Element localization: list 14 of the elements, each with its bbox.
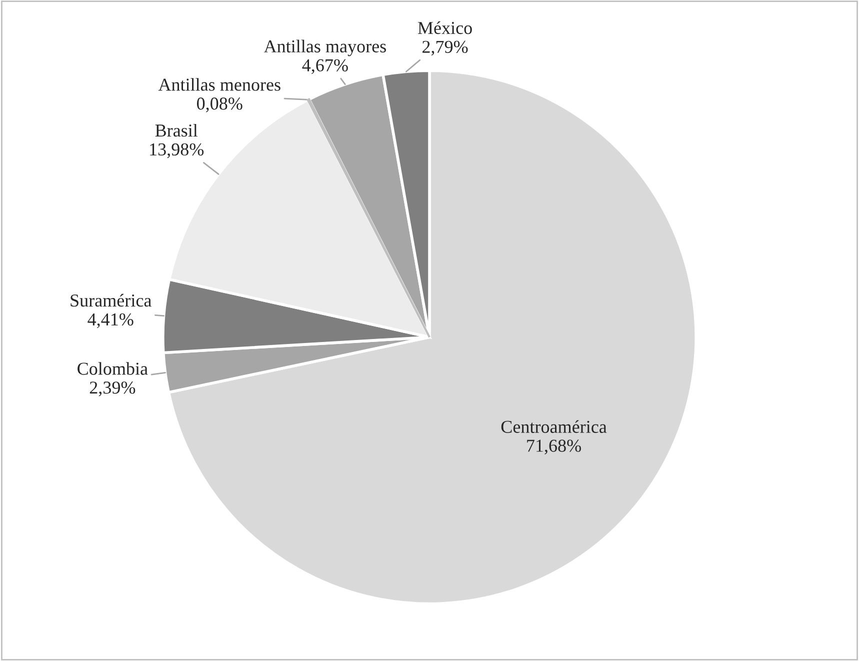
data-label: 4,41% xyxy=(88,313,134,328)
slice-label: Colombia xyxy=(78,362,148,375)
slice-label: Suramérica xyxy=(70,294,152,307)
slice-label: Antillas menores xyxy=(158,78,280,91)
slice-label: Antillas mayores xyxy=(264,40,386,56)
data-label: 13,98% xyxy=(150,143,204,158)
slice-label: Centroamérica xyxy=(501,420,607,433)
slice-label: Brasil xyxy=(155,124,198,137)
data-label: 71,68% xyxy=(527,440,581,454)
data-label: 0,08% xyxy=(196,98,242,112)
data-label: 2,79% xyxy=(422,40,468,56)
slice-label: México xyxy=(418,21,472,34)
data-label: 2,39% xyxy=(90,382,136,396)
data-label: 4,67% xyxy=(302,59,348,74)
